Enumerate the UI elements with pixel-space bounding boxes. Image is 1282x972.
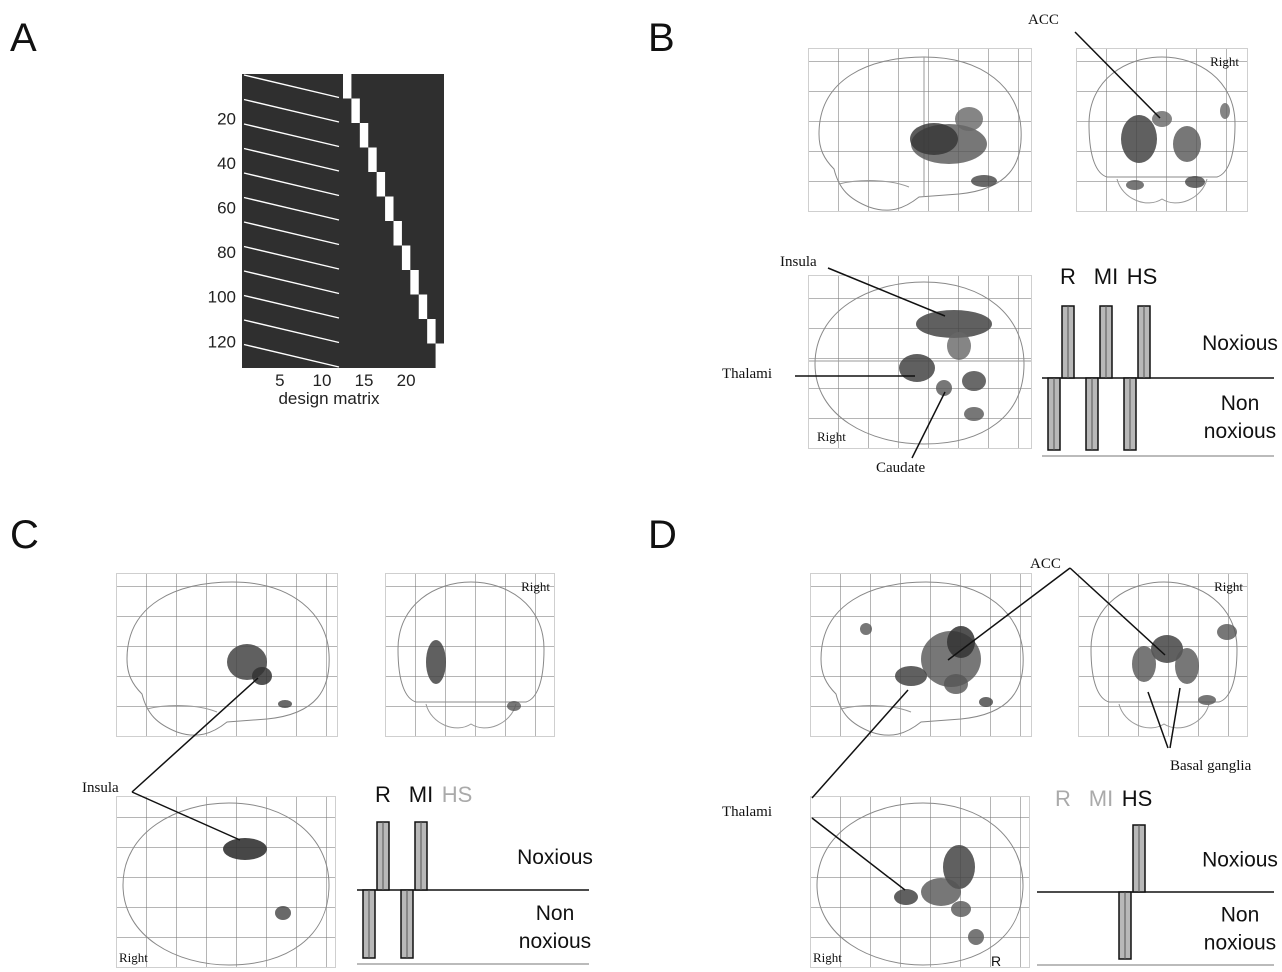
design-matrix-session-block xyxy=(343,74,352,99)
contrast-non-label: Non xyxy=(536,902,575,925)
label-acc-b: ACC xyxy=(1028,12,1059,28)
coronal-outline-c xyxy=(397,581,545,729)
contrast-c: R MI HS Noxious Non noxious xyxy=(355,776,595,966)
design-matrix-y-tick: 40 xyxy=(217,154,236,173)
design-matrix-ramp xyxy=(243,196,340,221)
design-matrix-ramp xyxy=(243,294,340,319)
right-label-d-axial: Right xyxy=(813,950,842,965)
design-matrix-ramp xyxy=(243,172,340,197)
glass-brain-sagittal-b xyxy=(808,48,1032,212)
contrast-noxious-label: Noxious xyxy=(1202,849,1278,872)
contrast-noxious2-label: noxious xyxy=(519,930,591,953)
design-matrix-plot: 20 40 60 80 100 120 5 10 15 20 design matrix xyxy=(208,74,444,408)
contrast-non-label: Non xyxy=(1221,904,1260,927)
r-label-d-axial: R xyxy=(991,953,1002,969)
label-thalami-b: Thalami xyxy=(722,366,772,382)
design-matrix-x-tick: 10 xyxy=(312,371,331,390)
design-matrix-ramp xyxy=(243,123,340,148)
design-matrix-session-block xyxy=(376,172,386,197)
design-matrix-y-tick: 100 xyxy=(208,288,236,307)
label-caudate-b: Caudate xyxy=(876,460,926,476)
design-matrix-ramp xyxy=(243,245,340,270)
contrast-b: R MI HS Noxious Non noxious xyxy=(1040,258,1280,458)
design-matrix-y-tick: 80 xyxy=(217,243,236,262)
design-matrix-session-block xyxy=(427,319,436,344)
contrast-header: HS xyxy=(442,782,473,807)
design-matrix-ramp xyxy=(243,74,340,99)
sagittal-outline-d xyxy=(820,581,1024,736)
axial-outline-b xyxy=(809,281,1031,445)
glass-brain-sagittal-d xyxy=(810,573,1032,737)
design-matrix-session-block xyxy=(418,294,428,319)
design-matrix-background xyxy=(242,74,444,368)
glass-brain-sagittal-c xyxy=(116,573,338,737)
right-label-b: Right xyxy=(1210,54,1239,69)
panel-c-letter: C xyxy=(10,513,39,557)
contrast-plot-b: R MI HS Noxious Non noxious xyxy=(1042,264,1278,457)
right-label-c-axial: Right xyxy=(119,950,148,965)
design-matrix-ramp xyxy=(243,98,340,123)
glass-brain-coronal-d: Right xyxy=(1078,573,1248,737)
coronal-outline-d xyxy=(1090,581,1238,729)
design-matrix-x-tick: 15 xyxy=(355,371,374,390)
design-matrix-ramp xyxy=(243,270,340,295)
design-matrix-x-tick: 5 xyxy=(275,371,284,390)
contrast-noxious-label: Noxious xyxy=(517,846,593,869)
contrast-header: R xyxy=(1055,786,1071,811)
design-matrix-x-tick: 20 xyxy=(397,371,416,390)
design-matrix-session-block xyxy=(435,343,444,368)
contrast-header: R xyxy=(1060,264,1076,289)
panel-a-letter: A xyxy=(10,16,37,60)
contrast-header: MI xyxy=(1089,786,1113,811)
design-matrix-session-block xyxy=(359,123,369,148)
design-matrix: 20 40 60 80 100 120 5 10 15 20 design matrix xyxy=(190,70,450,420)
design-matrix-session-block xyxy=(401,245,411,270)
design-matrix-y-tick: 120 xyxy=(208,332,236,351)
design-matrix-session-block xyxy=(368,147,377,172)
design-matrix-y-tick: 60 xyxy=(217,199,236,218)
contrast-plot-d: R MI HS Noxious Non noxious xyxy=(1037,786,1278,966)
label-basal-ganglia-d: Basal ganglia xyxy=(1170,758,1252,774)
design-matrix-session-block xyxy=(351,98,360,123)
design-matrix-session-block xyxy=(393,221,402,246)
right-label-d: Right xyxy=(1214,579,1243,594)
label-thalami-d: Thalami xyxy=(722,804,772,820)
right-label-b-axial: Right xyxy=(817,429,846,444)
contrast-header: R xyxy=(375,782,391,807)
design-matrix-session-block xyxy=(385,196,394,221)
axial-outline-d xyxy=(816,802,1024,966)
design-matrix-ramp xyxy=(243,147,340,172)
sagittal-outline-c xyxy=(126,581,330,736)
contrast-noxious2-label: noxious xyxy=(1204,932,1276,955)
contrast-header: HS xyxy=(1127,264,1158,289)
design-matrix-y-tick: 20 xyxy=(217,110,236,129)
contrast-noxious-label: Noxious xyxy=(1202,332,1278,355)
glass-brain-axial-b: Right xyxy=(808,275,1032,449)
panel-b-letter: B xyxy=(648,16,675,60)
right-label-c: Right xyxy=(521,579,550,594)
glass-brain-axial-d: Right R xyxy=(810,796,1030,969)
contrast-plot-c: R MI HS Noxious Non noxious xyxy=(357,782,593,965)
design-matrix-ramp xyxy=(243,319,340,344)
contrast-d: R MI HS Noxious Non noxious xyxy=(1035,780,1280,967)
label-insula-c: Insula xyxy=(82,780,119,796)
design-matrix-session-block xyxy=(410,270,419,295)
glass-brain-axial-c: Right xyxy=(116,796,336,968)
contrast-noxious2-label: noxious xyxy=(1204,420,1276,443)
axial-outline-c xyxy=(122,802,330,966)
design-matrix-ramp xyxy=(243,343,340,368)
label-insula-b: Insula xyxy=(780,254,817,270)
sagittal-outline-b xyxy=(818,56,1022,211)
coronal-outline-b xyxy=(1088,56,1236,204)
design-matrix-ramp xyxy=(243,221,340,246)
contrast-header: HS xyxy=(1122,786,1153,811)
panel-d-letter: D xyxy=(648,513,677,557)
contrast-non-label: Non xyxy=(1221,392,1260,415)
design-matrix-xlabel: design matrix xyxy=(278,389,380,408)
contrast-header: MI xyxy=(1094,264,1118,289)
contrast-header: MI xyxy=(409,782,433,807)
glass-brain-coronal-c: Right xyxy=(385,573,555,737)
label-acc-d: ACC xyxy=(1030,556,1061,572)
glass-brain-coronal-b: Right xyxy=(1076,48,1248,212)
